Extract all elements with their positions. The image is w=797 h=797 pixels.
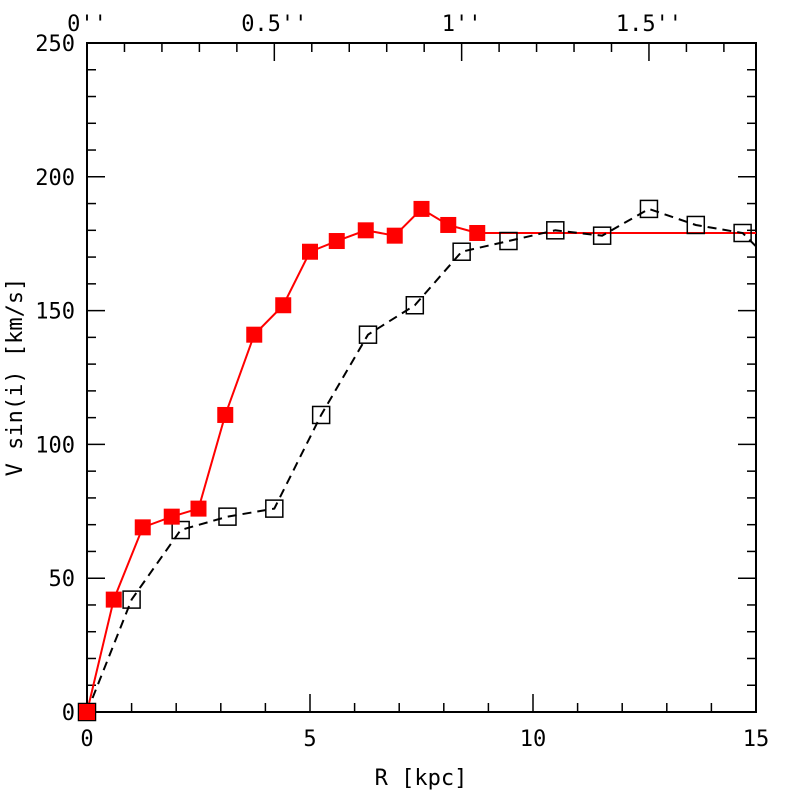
- series-0-point: [413, 200, 430, 217]
- x-tick-label: 10: [520, 727, 547, 752]
- series-1-point: [405, 295, 425, 315]
- y-tick-label: 100: [35, 433, 75, 458]
- series-1-point: [452, 242, 471, 261]
- series-1-point: [77, 702, 97, 722]
- x-tick-label: 15: [743, 727, 770, 752]
- series-0-point: [328, 233, 345, 250]
- series-0-point: [105, 591, 122, 608]
- series-lines: [87, 207, 756, 712]
- series-1-point: [499, 231, 518, 251]
- series-0-point: [246, 326, 263, 343]
- series-1-point: [265, 499, 284, 518]
- x-tick-label: 5: [303, 727, 316, 752]
- series-0-point: [79, 704, 95, 720]
- series-1-point: [546, 221, 565, 240]
- series-1-point: [311, 405, 331, 425]
- y-tick-label: 0: [62, 701, 75, 726]
- top-axis-tick-label: 0'': [67, 12, 107, 37]
- y-tick-label: 150: [35, 300, 75, 325]
- series-0-point: [134, 519, 151, 536]
- top-axis-tick-label: 1'': [442, 12, 482, 37]
- top-axis-tick-label: 0.5'': [241, 12, 307, 37]
- plot-frame: [86, 42, 757, 713]
- series-1-point: [639, 199, 659, 219]
- series-0-point: [469, 224, 486, 241]
- series-0-point: [190, 500, 207, 517]
- series-0-point: [357, 222, 374, 239]
- series-0-point: [302, 243, 318, 260]
- series-1-point: [171, 520, 190, 540]
- series-1-point: [733, 223, 752, 243]
- series-0-point: [163, 508, 180, 525]
- axis-ticks: [86, 42, 757, 713]
- series-markers: [77, 199, 752, 722]
- top-axis-tick-label: 1.5'': [616, 12, 682, 37]
- series-1-point: [358, 325, 378, 344]
- series-0-point: [440, 216, 457, 233]
- series-0-line: [87, 207, 478, 712]
- series-0-point: [217, 406, 234, 423]
- series-0-point: [386, 227, 403, 244]
- series-1-point: [592, 226, 612, 245]
- x-tick-label: 0: [80, 727, 93, 752]
- y-tick-label: 250: [35, 32, 75, 57]
- y-axis-label: V sin(i) [km/s]: [3, 278, 28, 477]
- series-1-point: [686, 215, 706, 235]
- y-tick-label: 200: [35, 166, 75, 191]
- x-axis-label: R [kpc]: [375, 766, 468, 791]
- y-tick-label: 50: [49, 567, 76, 592]
- series-1-point: [122, 590, 141, 609]
- series-1-line: [87, 207, 756, 712]
- series-0-point: [275, 297, 292, 314]
- series-1-point: [218, 507, 237, 526]
